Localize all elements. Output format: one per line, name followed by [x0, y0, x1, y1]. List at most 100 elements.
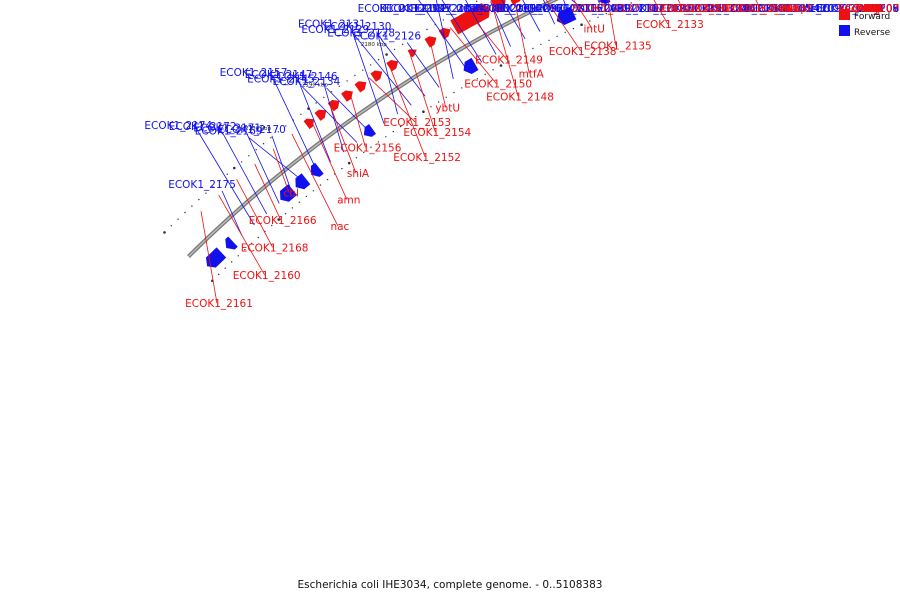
- minor-tick: [271, 224, 273, 227]
- minor-tick: [580, 23, 583, 27]
- forward-gene-label: shiA: [347, 168, 370, 180]
- minor-tick: [233, 166, 236, 170]
- forward-leader-line: [218, 194, 266, 276]
- minor-tick: [170, 225, 172, 227]
- minor-tick: [426, 28, 428, 31]
- reverse-leader-line: [326, 87, 371, 134]
- forward-gene-label: ECOK1_2152: [393, 152, 461, 164]
- forward-gene-label: intU: [584, 24, 605, 36]
- minor-tick: [347, 161, 351, 165]
- forward-gene-label: ECOK1_2132: [648, 3, 716, 15]
- minor-tick: [459, 9, 461, 12]
- reverse-gene-arrow: [280, 184, 298, 202]
- reverse-gene-label: ECOK1_2094: [752, 3, 820, 15]
- reverse-leader-line: [273, 79, 318, 173]
- forward-gene-label: fliM: [863, 3, 882, 15]
- minor-tick: [564, 31, 566, 34]
- minor-tick: [257, 236, 259, 239]
- forward-gene-label: fliP: [864, 3, 880, 15]
- forward-gene-label: fliL: [864, 3, 880, 15]
- minor-tick: [338, 85, 340, 88]
- reverse-gene-label: ECOK1_2117: [597, 3, 665, 15]
- reverse-gene-label: ECOK1_2147: [245, 69, 313, 81]
- minor-tick: [622, 5, 624, 8]
- reverse-leader-line: [271, 135, 293, 193]
- reverse-gene-label: ECOK1_2105: [744, 3, 812, 15]
- reverse-leader-line: [543, 0, 556, 25]
- forward-gene-label: ECOK1_2156: [334, 142, 402, 154]
- reverse-gene-arrow: [363, 124, 376, 137]
- legend-label: Reverse: [854, 28, 891, 38]
- minor-tick: [401, 43, 404, 45]
- minor-tick: [262, 143, 265, 145]
- forward-gene-label: fliH: [863, 3, 880, 15]
- reverse-gene-arrow: [310, 162, 324, 177]
- minor-tick: [630, 2, 632, 4]
- reverse-gene-label: dcm: [861, 3, 884, 15]
- reverse-gene-arrow: [598, 0, 611, 5]
- forward-leader-line: [607, 0, 617, 46]
- minor-tick: [244, 248, 246, 251]
- forward-gene-arrow: [327, 100, 340, 112]
- reverse-gene-label: ECOK1_2081: [838, 3, 900, 15]
- minor-tick: [589, 20, 591, 22]
- reverse-leader-line: [354, 35, 412, 106]
- reverse-gene-label: ECOK1_2169: [195, 125, 263, 137]
- minor-tick: [415, 115, 417, 118]
- minor-tick: [540, 43, 542, 46]
- minor-tick: [548, 39, 550, 42]
- forward-gene-label: ECOK1_2137: [572, 3, 640, 15]
- forward-gene-label: fliQ: [863, 3, 881, 15]
- forward-leader-line: [310, 119, 348, 200]
- forward-leader-line: [545, 0, 581, 52]
- minor-tick: [355, 157, 358, 159]
- reverse-gene-label: emrE: [858, 3, 886, 15]
- minor-tick: [315, 102, 317, 104]
- reverse-gene-label: ECOK1_2124: [680, 3, 748, 15]
- forward-gene-arrow: [370, 70, 383, 82]
- reverse-gene-label: cdtA: [860, 3, 885, 15]
- reverse-gene-label: cdtB: [860, 3, 884, 15]
- reverse-gene-label: fliE: [864, 3, 880, 15]
- minor-tick: [468, 82, 471, 85]
- forward-leader-line: [573, 0, 593, 29]
- minor-tick: [198, 198, 200, 201]
- forward-gene-label: ECOK1_2084: [726, 3, 794, 15]
- reverse-gene-label: ECOK1_2146: [270, 71, 338, 83]
- forward-leader-line: [291, 133, 339, 227]
- reverse-gene-label: ECOK1_2109: [469, 3, 537, 15]
- forward-gene-label: rcsA: [861, 3, 884, 15]
- reverse-gene-label: ECOK1_2090: [780, 3, 848, 15]
- minor-tick: [212, 186, 214, 188]
- reverse-gene-label: ECOK1_2098: [556, 3, 624, 15]
- forward-gene-label: ECOK1_2149: [475, 55, 543, 67]
- reverse-gene-label: ECOK1_2134: [273, 76, 341, 88]
- forward-gene-label: ECOK1_2154: [403, 127, 471, 139]
- reverse-gene-label: ECOK1_2106: [724, 3, 792, 15]
- reverse-strand-genes: [206, 0, 611, 268]
- forward-leader-line: [408, 51, 436, 133]
- reverse-leader-line: [563, 0, 570, 18]
- forward-gene-label: fliN: [863, 3, 880, 15]
- minor-tick: [255, 149, 257, 151]
- reverse-leader-line: [197, 131, 255, 226]
- forward-leader-line: [329, 105, 357, 174]
- minor-tick: [277, 218, 281, 221]
- reverse-gene-label: ECOK1_2112: [358, 3, 426, 15]
- reverse-gene-label: ECOK1_2129: [301, 24, 369, 36]
- reverse-gene-label: ECOK1_2077: [838, 3, 900, 15]
- reverse-gene-label: ECOK1_2096: [688, 3, 756, 15]
- forward-gene-label: ECOK1_2072: [838, 3, 900, 15]
- minor-tick: [484, 73, 486, 76]
- reverse-gene-label: ECOK1_2122: [379, 3, 447, 15]
- reverse-leader-line: [501, 0, 526, 40]
- strand-legend: Forward Reverse: [839, 9, 891, 38]
- forward-gene-arrow: [450, 3, 490, 35]
- reverse-gene-label: ECOK1_2127: [384, 3, 452, 15]
- forward-gene-label: fliR: [856, 3, 873, 15]
- forward-gene-arrow: [354, 81, 367, 93]
- minor-tick: [237, 255, 239, 257]
- forward-gene-label: ECOK1_2133: [636, 19, 704, 31]
- minor-tick: [410, 38, 412, 40]
